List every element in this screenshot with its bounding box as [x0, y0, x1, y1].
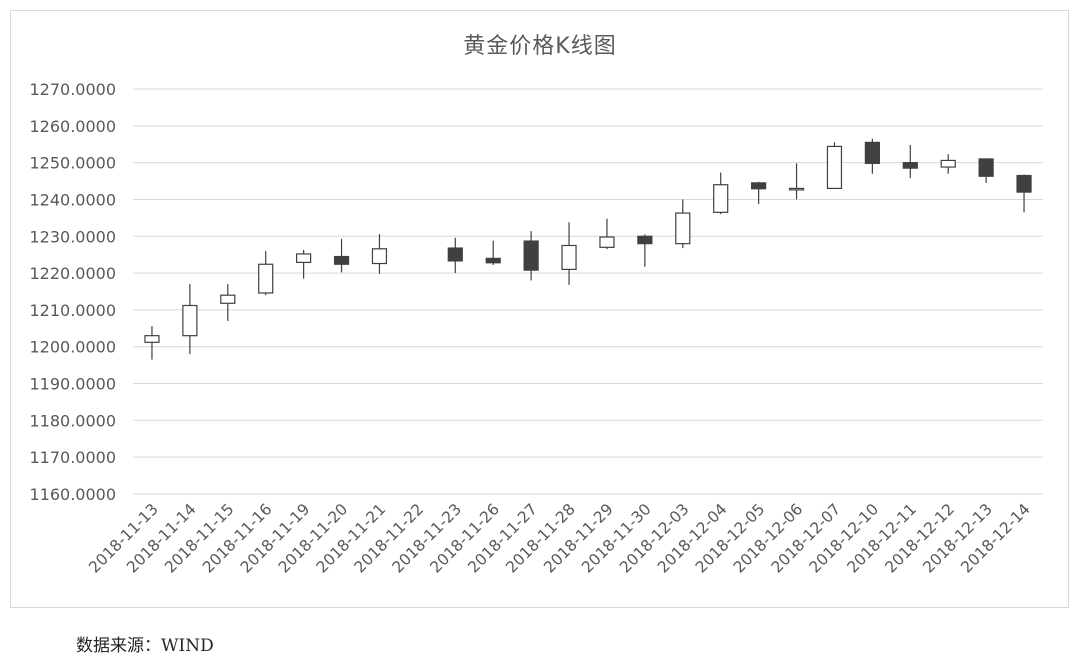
- y-tick-label: 1220.0000: [29, 264, 116, 283]
- candle: [902, 144, 918, 179]
- candle-body: [144, 335, 160, 343]
- candle-body: [1016, 174, 1032, 193]
- candle: [599, 218, 615, 250]
- y-tick-label: 1230.0000: [29, 227, 116, 246]
- candle: [447, 237, 463, 274]
- y-tick-label: 1270.0000: [29, 80, 116, 99]
- candle-body: [561, 244, 577, 271]
- candle-body: [902, 162, 918, 169]
- x-axis-tick-labels: 2018-11-132018-11-142018-11-152018-11-16…: [85, 500, 1034, 576]
- candle-body: [447, 247, 463, 262]
- candle-body: [978, 158, 994, 177]
- candle: [220, 284, 236, 321]
- candle: [485, 240, 501, 265]
- candle: [637, 234, 653, 267]
- candle-body: [826, 145, 843, 190]
- candle: [182, 284, 198, 355]
- y-tick-label: 1210.0000: [29, 301, 116, 320]
- y-tick-label: 1200.0000: [29, 338, 116, 357]
- candle-body: [333, 255, 350, 265]
- candle: [296, 249, 312, 279]
- candle: [144, 326, 160, 360]
- candle-body: [485, 257, 501, 264]
- candle: [371, 234, 388, 274]
- candle: [751, 181, 767, 204]
- gridlines: [133, 88, 1043, 495]
- candle-body: [182, 304, 198, 337]
- candle-body: [713, 184, 729, 213]
- y-tick-label: 1260.0000: [29, 117, 116, 136]
- candle-body: [296, 253, 312, 264]
- candle: [675, 199, 691, 249]
- candle: [978, 158, 994, 183]
- candle-body: [940, 159, 956, 168]
- candle-body: [523, 240, 539, 271]
- source-note: 数据来源：WIND: [76, 636, 214, 656]
- y-tick-label: 1190.0000: [29, 375, 116, 394]
- candle-body: [371, 248, 388, 265]
- candle-body: [599, 236, 615, 248]
- y-axis-tick-labels: 1160.0000 1170.0000 1180.0000 1190.0000 1200…: [29, 80, 116, 504]
- candle: [788, 163, 805, 200]
- candle-body: [788, 187, 805, 191]
- candle-body: [675, 212, 691, 245]
- y-tick-label: 1240.0000: [29, 190, 116, 209]
- candles: [144, 138, 1032, 360]
- candle: [258, 251, 274, 296]
- y-tick-label: 1160.0000: [29, 485, 116, 504]
- candle: [523, 231, 539, 281]
- candle: [826, 142, 843, 190]
- candle: [940, 154, 956, 174]
- candle-body: [220, 294, 236, 304]
- candle-body: [751, 182, 767, 190]
- candle: [561, 222, 577, 285]
- chart-title: 黄金价格K线图: [463, 34, 617, 59]
- candle-body: [258, 263, 274, 294]
- candle: [333, 238, 350, 273]
- y-tick-label: 1180.0000: [29, 411, 116, 430]
- y-tick-label: 1250.0000: [29, 154, 116, 173]
- candle: [713, 172, 729, 215]
- candle: [1016, 174, 1032, 213]
- y-tick-label: 1170.0000: [29, 448, 116, 467]
- candle: [864, 138, 880, 174]
- candle-body: [637, 235, 653, 245]
- candle-body: [864, 141, 880, 164]
